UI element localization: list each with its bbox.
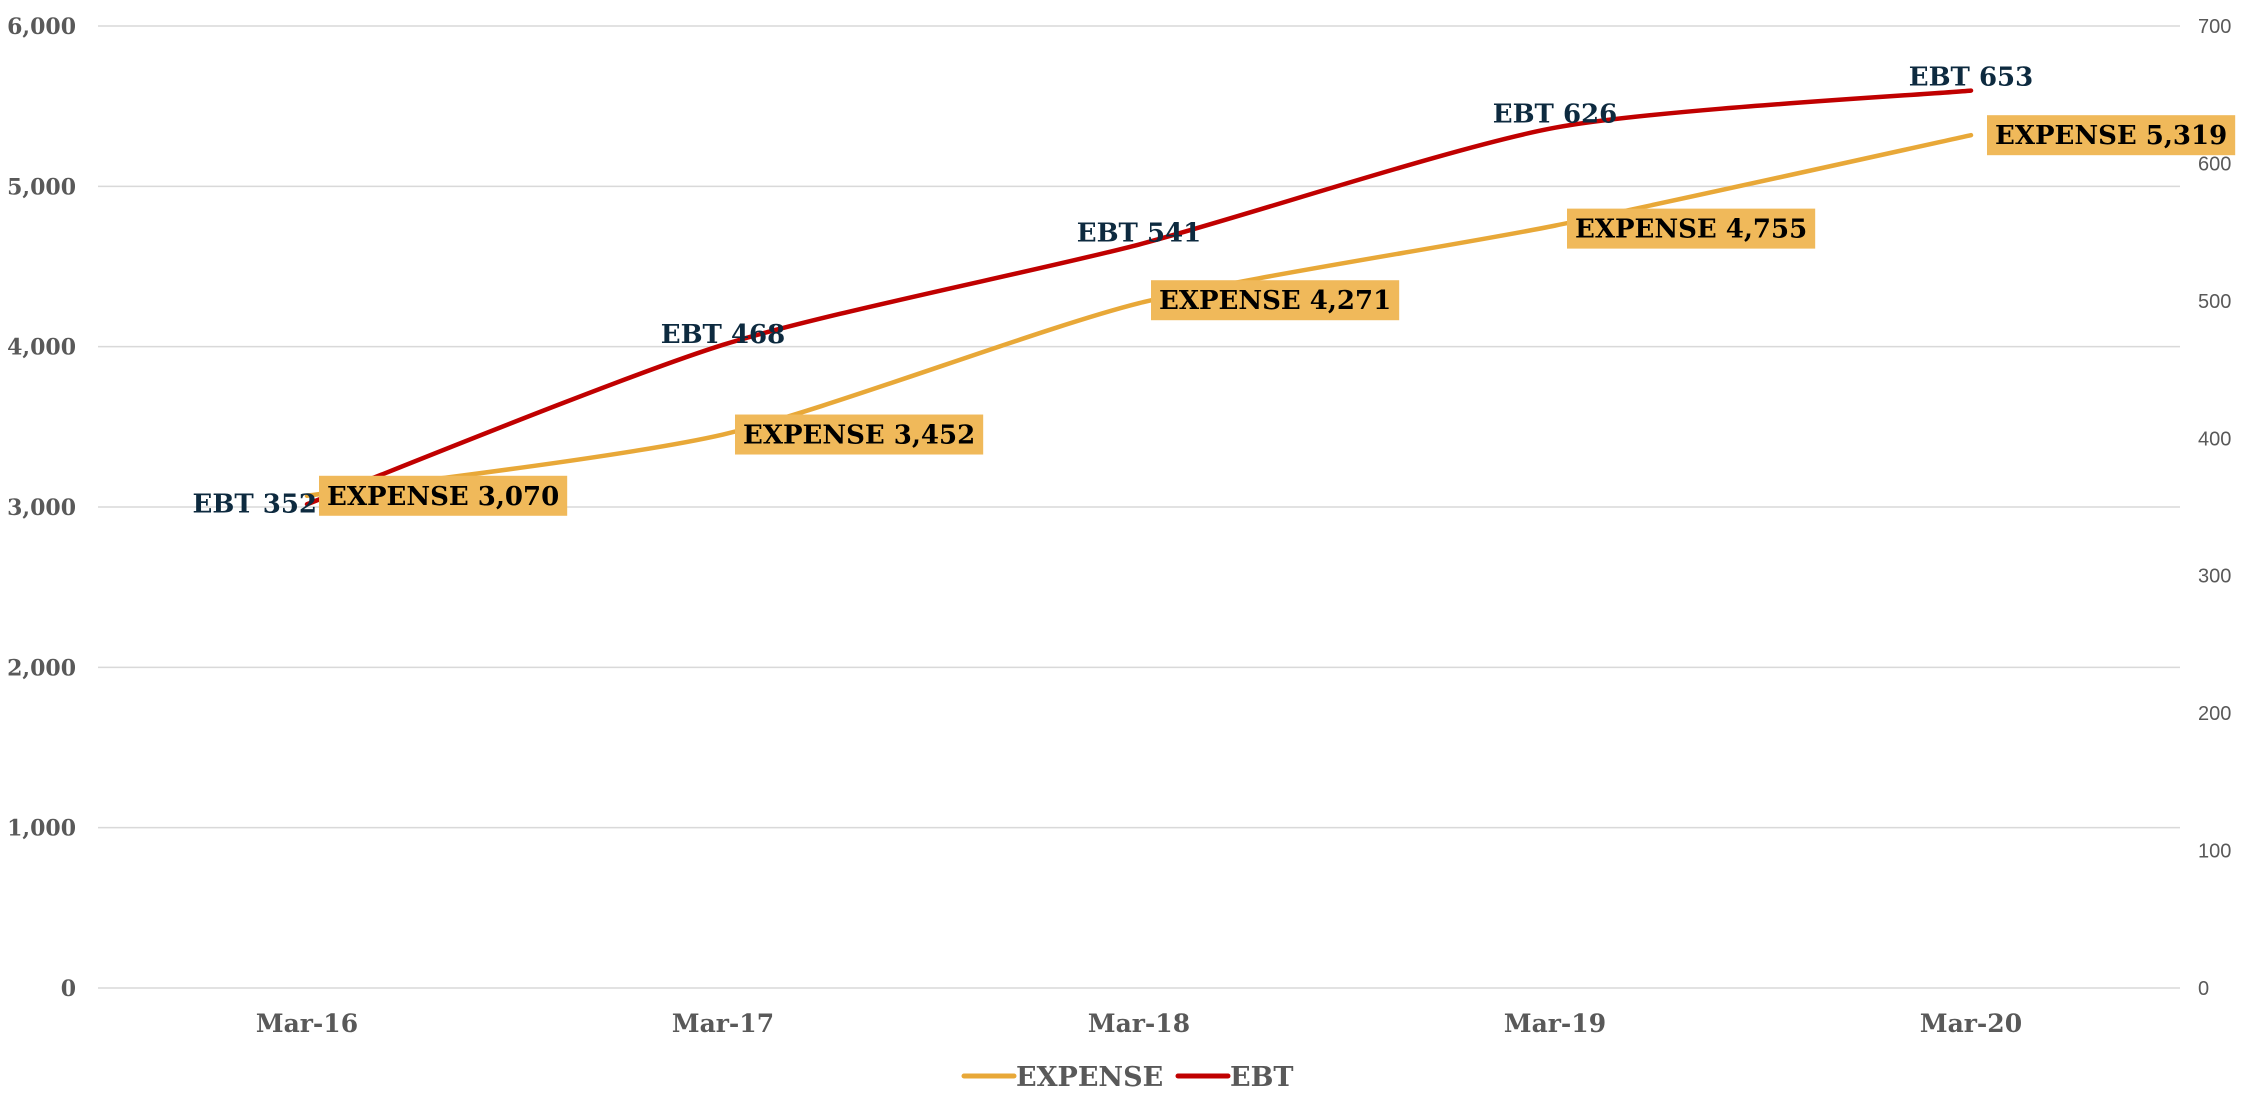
data-label-expense: EXPENSE 4,755 xyxy=(1567,208,1816,249)
data-label-box xyxy=(319,475,568,516)
series-line-expense xyxy=(304,132,1974,499)
series-lines xyxy=(304,88,1974,507)
data-label-box xyxy=(1567,208,1816,249)
y-left-tick-label: 4,000 xyxy=(7,335,76,361)
legend-label: EXPENSE xyxy=(1016,1062,1163,1093)
data-label-box xyxy=(1987,115,2236,156)
data-label-ebt: EBT 468 xyxy=(661,320,785,350)
data-label-expense: EXPENSE 3,452 xyxy=(735,414,984,455)
y-left-tick-label: 5,000 xyxy=(7,174,76,200)
y-axis-right: 0 100 200 300 400 500 600 700 xyxy=(2198,16,2231,1000)
data-label-expense-text: EXPENSE 3,070 xyxy=(327,482,559,512)
x-tick-label: Mar-16 xyxy=(256,1009,358,1038)
data-label-expense-text: EXPENSE 4,755 xyxy=(1575,215,1807,245)
y-left-tick-label: 1,000 xyxy=(7,816,76,842)
data-label-expense: EXPENSE 5,319 xyxy=(1987,115,2236,156)
data-label-expense-text: EXPENSE 4,271 xyxy=(1159,286,1391,316)
data-label-expense: EXPENSE 4,271 xyxy=(1151,280,1400,321)
data-label-ebt: EBT 541 xyxy=(1077,219,1201,249)
y-left-tick-label: 6,000 xyxy=(7,14,76,40)
data-label-ebt: EBT 352 xyxy=(193,489,317,519)
legend: EXPENSE EBT xyxy=(961,1062,1294,1093)
x-tick-label: Mar-20 xyxy=(1920,1009,2022,1038)
x-axis: Mar-16 Mar-17 Mar-18 Mar-19 Mar-20 xyxy=(256,1009,2022,1038)
data-label-ebt: EBT 626 xyxy=(1493,100,1617,130)
y-right-tick-label: 200 xyxy=(2198,703,2231,725)
data-label-expense-text: EXPENSE 5,319 xyxy=(1995,121,2227,151)
y-right-tick-label: 500 xyxy=(2198,291,2231,313)
y-axis-left: 0 1,000 2,000 3,000 4,000 5,000 6,000 xyxy=(7,14,76,1002)
data-label-ebt: EBT 653 xyxy=(1909,63,2033,93)
data-labels: EBT 352 EBT 468 EBT 541 EBT 626 EBT 653 EXPEN… xyxy=(193,63,2236,519)
x-tick-label: Mar-17 xyxy=(672,1009,774,1038)
data-label-expense-text: EXPENSE 3,452 xyxy=(743,421,975,451)
y-left-tick-label: 0 xyxy=(61,976,76,1002)
y-right-tick-label: 0 xyxy=(2198,978,2209,1000)
x-tick-label: Mar-19 xyxy=(1504,1009,1606,1038)
x-tick-label: Mar-18 xyxy=(1088,1009,1190,1038)
data-label-expense: EXPENSE 3,070 xyxy=(319,475,568,516)
y-left-tick-label: 3,000 xyxy=(7,495,76,521)
data-label-box xyxy=(735,414,984,455)
data-label-box xyxy=(1151,280,1400,321)
legend-item: EBT xyxy=(1175,1062,1294,1093)
y-right-tick-label: 700 xyxy=(2198,16,2231,38)
y-right-tick-label: 100 xyxy=(2198,841,2231,863)
legend-item: EXPENSE xyxy=(961,1062,1163,1093)
y-right-tick-label: 400 xyxy=(2198,428,2231,450)
y-right-tick-label: 600 xyxy=(2198,153,2231,175)
series-line-ebt xyxy=(304,88,1974,507)
y-left-tick-label: 2,000 xyxy=(7,655,76,681)
legend-label: EBT xyxy=(1230,1062,1294,1093)
y-right-tick-label: 300 xyxy=(2198,566,2231,588)
